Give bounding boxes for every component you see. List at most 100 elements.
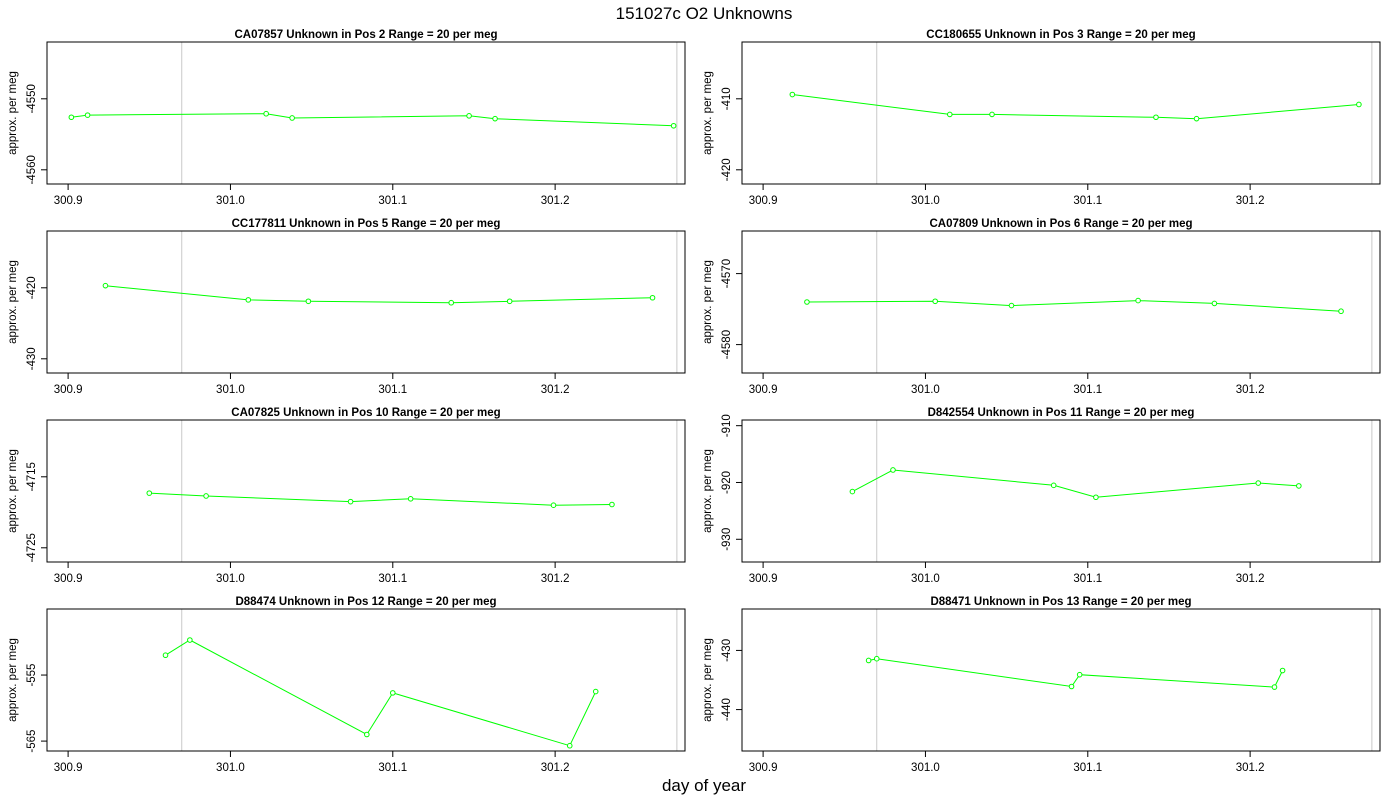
data-point (492, 115, 498, 122)
data-point (68, 114, 75, 121)
series-line (165, 639, 597, 747)
data-point (146, 490, 153, 496)
x-tick-label: 301.1 (378, 762, 407, 774)
x-tick-label: 301.1 (378, 573, 407, 585)
data-point (1296, 483, 1302, 489)
y-tick-label: -4560 (26, 155, 38, 184)
panel-8: D88471 Unknown in Pos 13 Range = 20 per … (702, 596, 1381, 774)
series-line (806, 300, 1342, 312)
series-line (852, 469, 1299, 498)
panel-title: D88474 Unknown in Pos 12 Range = 20 per … (235, 596, 496, 608)
x-tick-label: 301.1 (378, 384, 407, 396)
y-tick-label: -420 (26, 276, 38, 299)
x-tick-label: 301.2 (1236, 384, 1265, 396)
data-point (670, 122, 677, 129)
data-point (1008, 302, 1015, 309)
data-point (1356, 101, 1362, 108)
data-point (506, 298, 513, 305)
x-tick-label: 301.2 (541, 573, 570, 585)
plot-frame (741, 230, 1381, 374)
x-tick-label: 301.0 (911, 384, 940, 396)
y-tick-label: -430 (721, 639, 733, 662)
panel-1: CA07857 Unknown in Pos 2 Range = 20 per … (7, 29, 686, 207)
data-point (1255, 480, 1262, 486)
y-tick-label: -920 (721, 471, 733, 494)
x-tick-label: 301.1 (378, 195, 407, 207)
data-point (592, 688, 599, 695)
data-point (407, 496, 414, 502)
y-tick-label: -420 (721, 158, 733, 181)
panel-title: CC180655 Unknown in Pos 3 Range = 20 per… (926, 29, 1195, 41)
data-point (932, 298, 938, 305)
y-axis-label: approx. per meg (702, 638, 714, 722)
y-tick-label: -430 (26, 347, 38, 370)
data-point (550, 502, 557, 509)
y-tick-label: -930 (721, 528, 733, 551)
x-axis-label: day of year (662, 776, 746, 795)
y-tick-label: -4550 (26, 84, 38, 113)
data-point (1076, 671, 1083, 678)
data-point (1279, 667, 1286, 674)
panel-5: CA07825 Unknown in Pos 10 Range = 20 per… (7, 407, 686, 585)
y-tick-label: -565 (26, 730, 38, 753)
x-tick-label: 301.2 (541, 762, 570, 774)
data-point (609, 501, 615, 508)
panels: CA07857 Unknown in Pos 2 Range = 20 per … (7, 29, 1381, 774)
y-tick-label: -4715 (26, 462, 38, 491)
series-line (792, 94, 1359, 120)
panel-title: CA07809 Unknown in Pos 6 Range = 20 per … (930, 218, 1193, 230)
data-point (162, 652, 169, 659)
data-point (466, 113, 472, 119)
x-tick-label: 301.0 (216, 195, 245, 207)
data-point (289, 115, 295, 121)
x-tick-label: 301.0 (216, 384, 245, 396)
plot-frame (741, 41, 1381, 185)
x-tick-label: 301.2 (541, 384, 570, 396)
data-point (1211, 300, 1218, 307)
series-line (868, 658, 1284, 688)
data-point (1153, 114, 1159, 121)
data-point (865, 657, 872, 664)
y-tick-label: -910 (721, 414, 733, 437)
series-line (105, 285, 653, 304)
x-tick-label: 300.9 (749, 762, 778, 774)
y-tick-label: -4725 (26, 533, 38, 562)
plot-frame (46, 608, 686, 752)
y-tick-label: -4570 (721, 259, 733, 288)
x-tick-label: 300.9 (54, 573, 83, 585)
panel-4: CA07809 Unknown in Pos 6 Range = 20 per … (702, 218, 1381, 396)
data-point (849, 488, 856, 495)
x-tick-label: 301.1 (1073, 762, 1102, 774)
data-point (804, 299, 810, 305)
x-tick-label: 300.9 (54, 384, 83, 396)
data-point (448, 299, 455, 306)
y-axis-label: approx. per meg (7, 449, 19, 533)
x-tick-label: 301.0 (911, 195, 940, 207)
y-axis-label: approx. per meg (702, 71, 714, 155)
panel-title: D88471 Unknown in Pos 13 Range = 20 per … (930, 596, 1191, 608)
data-point (566, 742, 573, 749)
y-axis-label: approx. per meg (7, 71, 19, 155)
data-point (1338, 308, 1344, 315)
y-tick-label: -4580 (721, 330, 733, 359)
data-point (649, 294, 656, 301)
data-point (1093, 494, 1099, 501)
y-axis-label: approx. per meg (702, 449, 714, 533)
plot-frame (741, 608, 1381, 752)
data-point (873, 655, 880, 662)
x-tick-label: 301.2 (1236, 195, 1265, 207)
x-tick-label: 301.1 (1073, 573, 1102, 585)
panel-3: CC177811 Unknown in Pos 5 Range = 20 per… (7, 218, 686, 396)
data-point (102, 282, 109, 289)
data-point (245, 297, 252, 303)
plot-frame (46, 230, 686, 374)
x-tick-label: 300.9 (54, 762, 83, 774)
data-point (187, 637, 193, 643)
x-tick-label: 301.0 (216, 762, 245, 774)
panel-7: D88474 Unknown in Pos 12 Range = 20 per … (7, 596, 686, 774)
x-tick-label: 301.0 (911, 573, 940, 585)
y-tick-label: -440 (721, 698, 733, 721)
x-tick-label: 300.9 (749, 573, 778, 585)
data-point (1271, 684, 1278, 690)
